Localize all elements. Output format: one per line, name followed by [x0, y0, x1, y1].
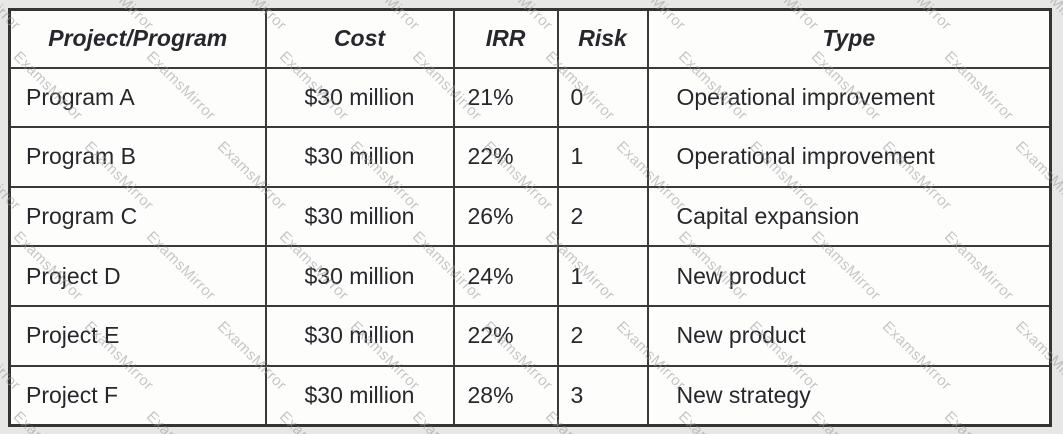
cell-irr: 21% [452, 66, 559, 129]
cell-cost: $30 million [264, 185, 455, 248]
column-header-project-program: Project/Program [8, 8, 267, 69]
column-header-type: Type [646, 8, 1052, 69]
cell-risk: 0 [556, 66, 649, 129]
cell-type: Operational improvement [646, 126, 1052, 188]
table-row: Project D $30 million 24% 1 New product [8, 245, 1052, 308]
cell-type: Operational improvement [646, 66, 1052, 129]
cell-type: New product [646, 305, 1052, 367]
cell-name: Project F [8, 364, 267, 427]
cell-type: New product [646, 245, 1052, 308]
header-row: Project/Program Cost IRR Risk Type [8, 8, 1052, 69]
cell-cost: $30 million [264, 66, 455, 129]
table-row: Program C $30 million 26% 2 Capital expa… [8, 185, 1052, 248]
cell-risk: 1 [556, 245, 649, 308]
cell-cost: $30 million [264, 364, 455, 427]
portfolio-table: Project/Program Cost IRR Risk Type Progr… [8, 8, 1052, 427]
table-row: Project E $30 million 22% 2 New product [8, 305, 1052, 367]
table-row: Project F $30 million 28% 3 New strategy [8, 364, 1052, 427]
cell-name: Project D [8, 245, 267, 308]
cell-irr: 22% [452, 305, 559, 367]
table-row: Program B $30 million 22% 1 Operational … [8, 126, 1052, 188]
table-body: Program A $30 million 21% 0 Operational … [8, 66, 1052, 427]
cell-irr: 22% [452, 126, 559, 188]
cell-cost: $30 million [264, 305, 455, 367]
cell-type: New strategy [646, 364, 1052, 427]
cell-type: Capital expansion [646, 185, 1052, 248]
cell-irr: 26% [452, 185, 559, 248]
cell-irr: 24% [452, 245, 559, 308]
column-header-irr: IRR [452, 8, 559, 69]
cell-risk: 3 [556, 364, 649, 427]
cell-risk: 2 [556, 185, 649, 248]
cell-name: Program B [8, 126, 267, 188]
cell-irr: 28% [452, 364, 559, 427]
table-header: Project/Program Cost IRR Risk Type [8, 8, 1052, 69]
portfolio-table-container: Project/Program Cost IRR Risk Type Progr… [8, 8, 1052, 427]
cell-name: Program C [8, 185, 267, 248]
cell-risk: 2 [556, 305, 649, 367]
table-row: Program A $30 million 21% 0 Operational … [8, 66, 1052, 129]
cell-cost: $30 million [264, 126, 455, 188]
column-header-risk: Risk [556, 8, 649, 69]
column-header-cost: Cost [264, 8, 455, 69]
cell-cost: $30 million [264, 245, 455, 308]
cell-name: Program A [8, 66, 267, 129]
cell-name: Project E [8, 305, 267, 367]
cell-risk: 1 [556, 126, 649, 188]
